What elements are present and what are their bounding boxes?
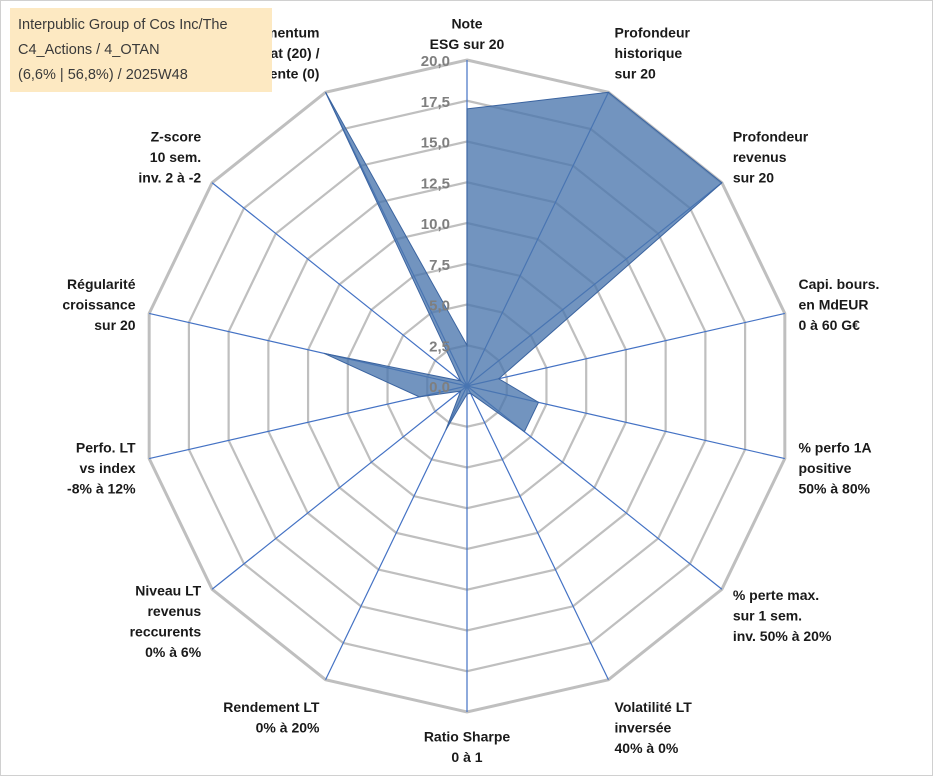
- axis-label-line: croissance: [62, 296, 135, 312]
- axis-label-2: Profondeur revenus sur 20: [733, 128, 809, 185]
- axis-label-12: Z-score 10 sem. inv. 2 à -2: [138, 128, 201, 185]
- spoke-10: [149, 385, 468, 460]
- axis-label-line: Rendement LT: [223, 699, 320, 715]
- axis-label-line: sur 1 sem.: [733, 608, 802, 624]
- spoke-9: [211, 385, 468, 590]
- axis-label-line: revenus: [147, 603, 201, 619]
- axis-label-line: sur 20: [615, 66, 656, 82]
- axis-label-1: Profondeur historique sur 20: [615, 25, 691, 82]
- axis-label-line: sur 20: [733, 169, 774, 185]
- axis-label-line: Capi. bours.: [798, 276, 879, 292]
- series-area-0: [323, 91, 723, 433]
- radar-series: [323, 91, 723, 433]
- axis-label-line: 0% à 6%: [145, 644, 202, 660]
- axis-label-11: Régularité croissance sur 20: [62, 276, 135, 333]
- axis-label-line: % perfo 1A: [798, 440, 871, 456]
- axis-label-line: historique: [615, 45, 683, 61]
- axis-label-3: Capi. bours. en MdEUR 0 à 60 G€: [798, 276, 879, 333]
- tick-label: 20,0: [421, 53, 450, 70]
- chart-title-box: Interpublic Group of Cos Inc/The C4_Acti…: [10, 8, 272, 92]
- tick-label: 2,5: [429, 338, 450, 355]
- spoke-8: [325, 385, 468, 680]
- axis-label-line: sur 20: [94, 317, 135, 333]
- axis-label-7: Ratio Sharpe 0 à 1: [424, 729, 511, 766]
- axis-label-line: Profondeur: [733, 128, 809, 144]
- axis-label-5: % perte max. sur 1 sem. inv. 50% à 20%: [733, 587, 832, 644]
- axis-label-line: Note: [451, 16, 482, 32]
- chart-title-line-3: (6,6% | 56,8%) / 2025W48: [18, 67, 188, 83]
- tick-label: 15,0: [421, 135, 450, 152]
- tick-label: 0,0: [429, 379, 450, 396]
- chart-title-line-1: Interpublic Group of Cos Inc/The: [18, 17, 228, 33]
- axis-label-line: inversée: [615, 719, 672, 735]
- axis-label-line: Z-score: [151, 128, 202, 144]
- axis-label-9: Niveau LT revenus reccurents 0% à 6%: [130, 583, 202, 661]
- axis-label-line: reccurents: [130, 624, 202, 640]
- axis-label-line: 50% à 80%: [798, 481, 870, 497]
- axis-label-line: vs index: [79, 460, 135, 476]
- axis-label-line: 0% à 20%: [256, 719, 320, 735]
- tick-label: 10,0: [421, 216, 450, 233]
- tick-label: 5,0: [429, 298, 450, 315]
- axis-label-line: Régularité: [67, 276, 136, 292]
- spoke-12: [211, 182, 468, 387]
- axis-label-line: Vente (0): [261, 66, 319, 82]
- axis-label-line: -8% à 12%: [67, 481, 136, 497]
- axis-label-0: Note ESG sur 20: [430, 16, 505, 53]
- axis-label-line: revenus: [733, 149, 787, 165]
- spoke-3: [466, 312, 785, 387]
- axis-label-line: % perte max.: [733, 587, 819, 603]
- axis-label-line: ESG sur 20: [430, 36, 505, 52]
- axis-label-line: Profondeur: [615, 25, 691, 41]
- axis-label-line: positive: [798, 460, 851, 476]
- axis-label-8: Rendement LT 0% à 20%: [223, 699, 320, 736]
- axis-label-line: inv. 50% à 20%: [733, 628, 832, 644]
- axis-label-line: 40% à 0%: [615, 740, 679, 756]
- axis-label-line: Niveau LT: [135, 583, 201, 599]
- axis-label-10: Perfo. LT vs index -8% à 12%: [67, 440, 136, 497]
- tick-label: 12,5: [421, 175, 450, 192]
- spoke-6: [466, 385, 609, 680]
- tick-label: 7,5: [429, 257, 450, 274]
- axis-label-line: 10 sem.: [150, 149, 201, 165]
- axis-label-line: Ratio Sharpe: [424, 729, 511, 745]
- axis-label-line: inv. 2 à -2: [138, 169, 201, 185]
- axis-label-line: Perfo. LT: [76, 440, 136, 456]
- axis-label-4: % perfo 1A positive 50% à 80%: [798, 440, 871, 497]
- axis-label-line: en MdEUR: [798, 296, 868, 312]
- axis-label-line: 0 à 1: [451, 749, 482, 765]
- axis-labels: Note ESG sur 20 Profondeur historique sur 20…: [62, 16, 879, 766]
- chart-title-line-2: C4_Actions / 4_OTAN: [18, 42, 160, 58]
- tick-label: 17,5: [421, 94, 450, 111]
- radial-tick-labels: 0,0 2,5 5,0 7,5 10,0 12,5 15,0 17,5 20,0: [421, 53, 450, 396]
- axis-label-6: Volatilité LT inversée 40% à 0%: [615, 699, 693, 756]
- axis-label-line: 0 à 60 G€: [798, 317, 860, 333]
- axis-label-line: Volatilité LT: [615, 699, 693, 715]
